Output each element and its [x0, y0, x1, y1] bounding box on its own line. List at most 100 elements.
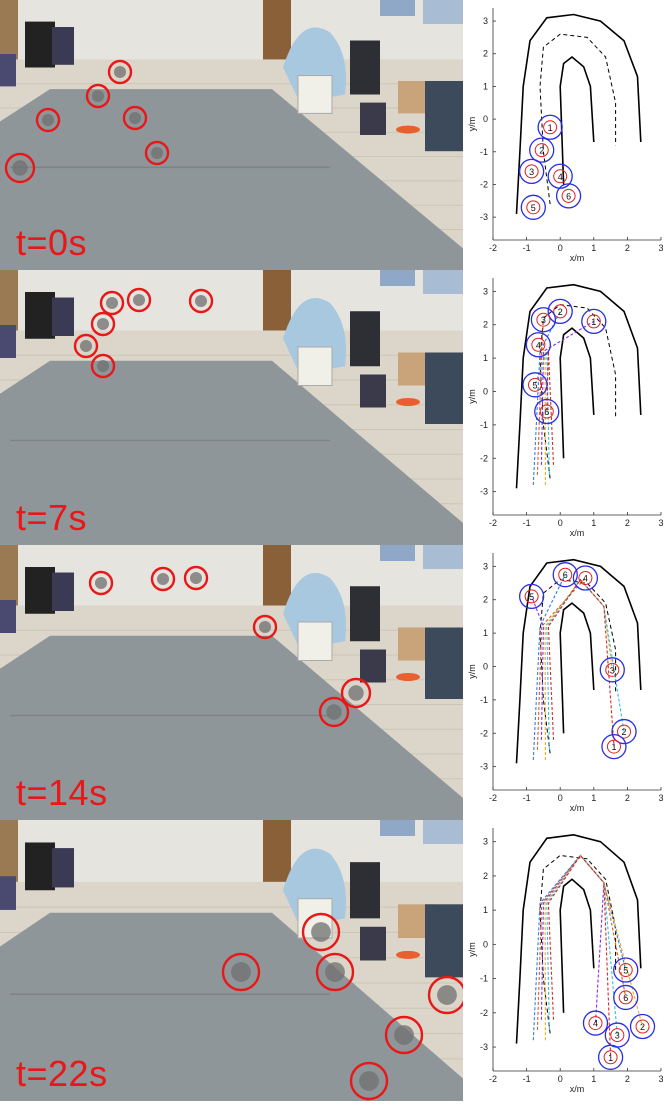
x-tick-label: 3 — [658, 518, 663, 528]
wooden-door — [263, 820, 291, 891]
robot-trail — [547, 578, 615, 747]
x-tick-label: 1 — [591, 243, 596, 253]
y-tick-label: 1 — [483, 628, 488, 638]
drone — [113, 65, 127, 79]
highlight-circle — [90, 353, 116, 379]
highlight-circle — [301, 912, 341, 952]
robot-outer-circle — [629, 1013, 656, 1040]
drone-marker — [221, 952, 261, 992]
robot-id-label: 4 — [536, 340, 541, 350]
orange-stool — [396, 398, 420, 406]
plot-canvas: 3 2 1 0 -1 -2 -3 -2 -1 0 1 2 3 x/m y/m 2 3 1 4 5 6 — [467, 278, 664, 538]
lab-photo: t=7s — [0, 270, 463, 545]
highlight-circle — [150, 566, 176, 592]
corridor-inner-boundary — [559, 878, 595, 1013]
robot-id-label: 4 — [583, 574, 588, 584]
x-tick-label: -1 — [523, 1074, 531, 1084]
y-tick-label: -3 — [480, 1042, 488, 1052]
x-tick-label: -2 — [489, 518, 497, 528]
chair — [52, 297, 74, 336]
lab-photo: t=0s — [0, 0, 463, 270]
x-tick-label: 0 — [558, 1074, 563, 1084]
robot-id-label: 5 — [529, 592, 534, 602]
x-tick-label: 2 — [625, 243, 630, 253]
robot-outer-circle — [547, 298, 573, 325]
poster — [380, 270, 415, 286]
robot-outer-circle — [518, 583, 545, 610]
x-tick-label: -2 — [489, 1074, 497, 1084]
drone-marker — [315, 952, 355, 992]
x-tick-label: -2 — [489, 243, 497, 253]
drone-marker — [99, 290, 125, 316]
drone — [189, 571, 203, 585]
robot-marker: 3 — [530, 307, 557, 333]
highlight-circle — [107, 59, 133, 85]
robot-trail — [544, 854, 644, 1041]
wooden-door — [263, 545, 291, 614]
drone — [311, 922, 331, 942]
drone — [96, 317, 110, 331]
lab-photo: t=14s — [0, 545, 463, 820]
chair — [360, 926, 386, 961]
robot-trail — [532, 574, 566, 761]
robot-inner-circle — [553, 169, 568, 184]
drone — [348, 685, 364, 701]
time-label: t=22s — [16, 1053, 108, 1094]
chair — [0, 54, 16, 87]
robot-marker: 6 — [613, 984, 639, 1011]
drone — [194, 294, 208, 308]
robot-id-label: 5 — [623, 966, 628, 976]
x-axis-label: x/m — [570, 528, 585, 538]
y-axis-label: y/m — [467, 117, 477, 132]
robot-marker: 1 — [537, 114, 563, 140]
robot-trail — [544, 578, 613, 761]
robot-id-label: 4 — [558, 172, 563, 182]
corridor-outer-boundary — [515, 833, 642, 1044]
orange-stool — [396, 673, 420, 681]
chair — [360, 102, 386, 135]
x-axis-label: x/m — [570, 1084, 585, 1094]
wooden-door — [263, 270, 291, 339]
highlight-circle — [35, 107, 61, 133]
robot-inner-circle — [617, 724, 632, 739]
drone — [359, 1071, 379, 1091]
robot-trail — [536, 319, 544, 475]
robot-id-label: 5 — [532, 380, 537, 390]
x-tick-label: 1 — [591, 793, 596, 803]
y-tick-label: 2 — [483, 595, 488, 605]
frame-row: t=0s 3 2 1 0 -1 -2 -3 -2 -1 0 1 2 3 x/m y/m 1 2 3 4 6 5 — [0, 0, 665, 270]
robot-id-label: 2 — [640, 1022, 645, 1032]
highlight-circle — [384, 1015, 424, 1055]
robot-id-label: 6 — [623, 993, 628, 1003]
y-axis-label: y/m — [467, 664, 477, 679]
y-tick-label: 0 — [483, 114, 488, 124]
drone — [105, 296, 119, 310]
robot-id-label: 1 — [611, 742, 616, 752]
robot-inner-circle — [553, 304, 568, 319]
highlight-circle — [85, 83, 111, 109]
photo-canvas — [0, 820, 463, 1101]
grey-mat — [0, 635, 463, 820]
drone-marker — [150, 566, 176, 592]
robot-outer-circle — [552, 562, 578, 588]
robot-outer-circle — [572, 565, 599, 591]
corridor-outer-boundary — [515, 558, 642, 764]
y-axis-label: y/m — [467, 942, 477, 957]
robot-outer-circle — [534, 398, 560, 425]
x-tick-label: 2 — [625, 518, 630, 528]
y-tick-label: -2 — [480, 728, 488, 738]
robot-trail — [546, 351, 555, 465]
robot-outer-circle — [529, 137, 555, 163]
x-tick-label: 0 — [558, 518, 563, 528]
robot-marker: 1 — [601, 733, 627, 760]
chair — [0, 325, 16, 358]
robot-id-label: 5 — [531, 203, 536, 213]
plot-canvas: 3 2 1 0 -1 -2 -3 -2 -1 0 1 2 3 x/m y/m 5 6 4 2 3 1 — [467, 828, 664, 1094]
robot-inner-circle — [526, 200, 541, 215]
y-axis-label: y/m — [467, 389, 477, 404]
drone — [79, 339, 93, 353]
drone — [437, 985, 457, 1005]
robot-inner-circle — [539, 404, 554, 419]
lab-photo: t=22s — [0, 820, 463, 1101]
reference-path — [539, 854, 617, 1034]
